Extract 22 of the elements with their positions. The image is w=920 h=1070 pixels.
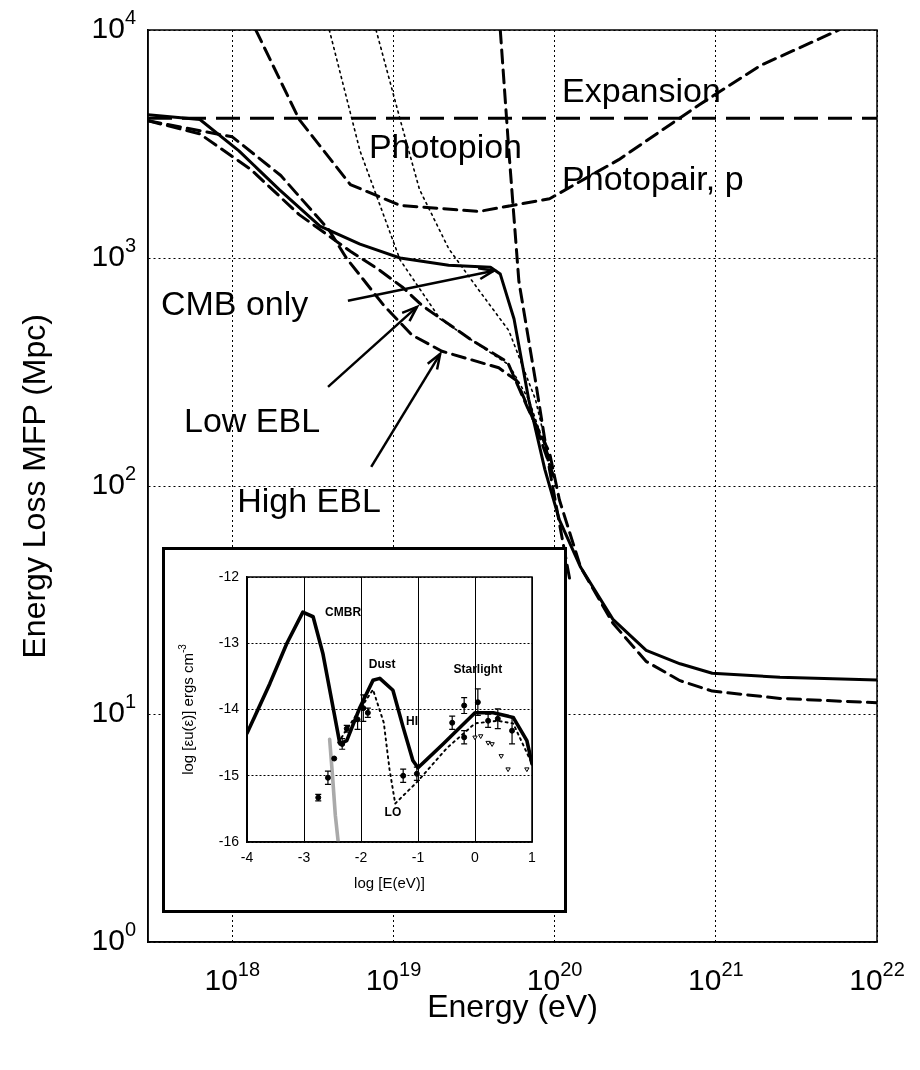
x-tick-label: -4 [240,848,254,865]
y-axis-title: log [εu(ε)] ergs cm-3 [176,643,197,775]
y-tick-label: -15 [218,766,240,783]
y-axis-title: Energy Loss MFP (Mpc) [15,314,52,659]
x-tick-label: 1 [528,848,537,865]
ref-line-label: Expansion [562,70,721,109]
x-axis-title: log [E(eV)] [354,874,425,892]
annotation: LO [384,805,402,820]
annotation: Low EBL [184,401,321,440]
x-tick-label: -1 [411,848,425,865]
annotation: HI [406,714,419,729]
annotation: CMBR [325,605,362,620]
x-tick-label: 0 [471,848,480,865]
y-tick-label: -14 [218,700,240,717]
y-tick-label: -16 [218,832,240,849]
annotation: High EBL [237,481,381,520]
x-tick-label: -2 [354,848,368,865]
annotation: CMB only [160,284,309,323]
y-tick-label: -13 [218,634,240,651]
x-tick-label: -3 [297,848,311,865]
y-tick-label: -12 [218,567,240,584]
annotation: Dust [368,657,396,672]
